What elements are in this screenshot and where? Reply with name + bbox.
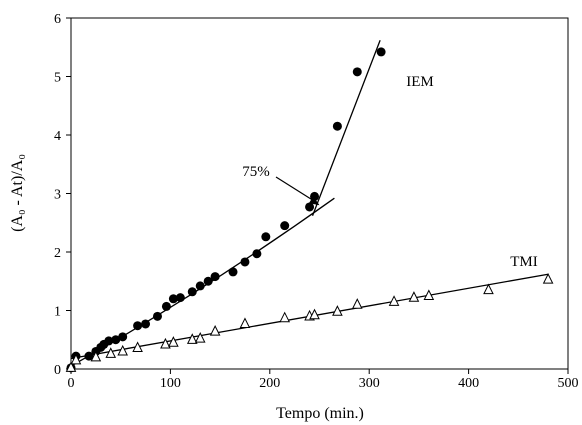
y-tick-label: 3 bbox=[54, 188, 61, 203]
x-tick-label: 500 bbox=[558, 376, 579, 391]
y-tick-label: 1 bbox=[54, 305, 61, 320]
series-label-iem: IEM bbox=[406, 74, 434, 90]
point-iem bbox=[162, 302, 171, 311]
point-iem bbox=[229, 267, 238, 276]
point-tmi bbox=[211, 326, 220, 335]
y-tick-label: 5 bbox=[54, 71, 61, 86]
y-axis-title: (A₀ - At)/A₀ bbox=[9, 154, 26, 232]
point-iem bbox=[280, 221, 289, 230]
point-tmi bbox=[106, 348, 115, 357]
point-tmi bbox=[169, 337, 178, 346]
annotation-label: 75% bbox=[242, 164, 270, 180]
x-axis-title: Tempo (min.) bbox=[276, 405, 364, 422]
point-tmi bbox=[240, 319, 249, 328]
point-iem bbox=[377, 47, 386, 56]
point-iem bbox=[333, 122, 342, 131]
y-tick-label: 0 bbox=[54, 363, 61, 378]
point-iem bbox=[188, 287, 197, 296]
x-tick-label: 100 bbox=[160, 376, 181, 391]
point-iem bbox=[141, 319, 150, 328]
point-iem bbox=[153, 312, 162, 321]
point-iem bbox=[176, 293, 185, 302]
point-iem bbox=[196, 281, 205, 290]
annotations: 75% bbox=[242, 164, 319, 205]
y-tick-label: 6 bbox=[54, 12, 61, 27]
point-iem bbox=[133, 321, 142, 330]
y-tick-label: 4 bbox=[54, 129, 61, 144]
fit-line-iem-2 bbox=[313, 40, 381, 216]
point-tmi bbox=[353, 299, 362, 308]
series-label-tmi: TMI bbox=[510, 254, 538, 270]
plot-border bbox=[71, 18, 568, 369]
x-tick-label: 400 bbox=[458, 376, 479, 391]
point-tmi bbox=[280, 313, 289, 322]
point-iem bbox=[353, 67, 362, 76]
x-tick-label: 200 bbox=[259, 376, 280, 391]
x-tick-label: 0 bbox=[68, 376, 75, 391]
point-iem bbox=[118, 332, 127, 341]
point-iem bbox=[240, 257, 249, 266]
data-markers bbox=[67, 47, 553, 372]
x-tick-label: 300 bbox=[359, 376, 380, 391]
annotation-arrow-line bbox=[276, 177, 315, 201]
point-iem bbox=[252, 249, 261, 258]
series-labels: IEM TMI bbox=[406, 74, 538, 270]
point-iem bbox=[211, 272, 220, 281]
point-iem bbox=[261, 232, 270, 241]
y-tick-label: 2 bbox=[54, 246, 61, 261]
